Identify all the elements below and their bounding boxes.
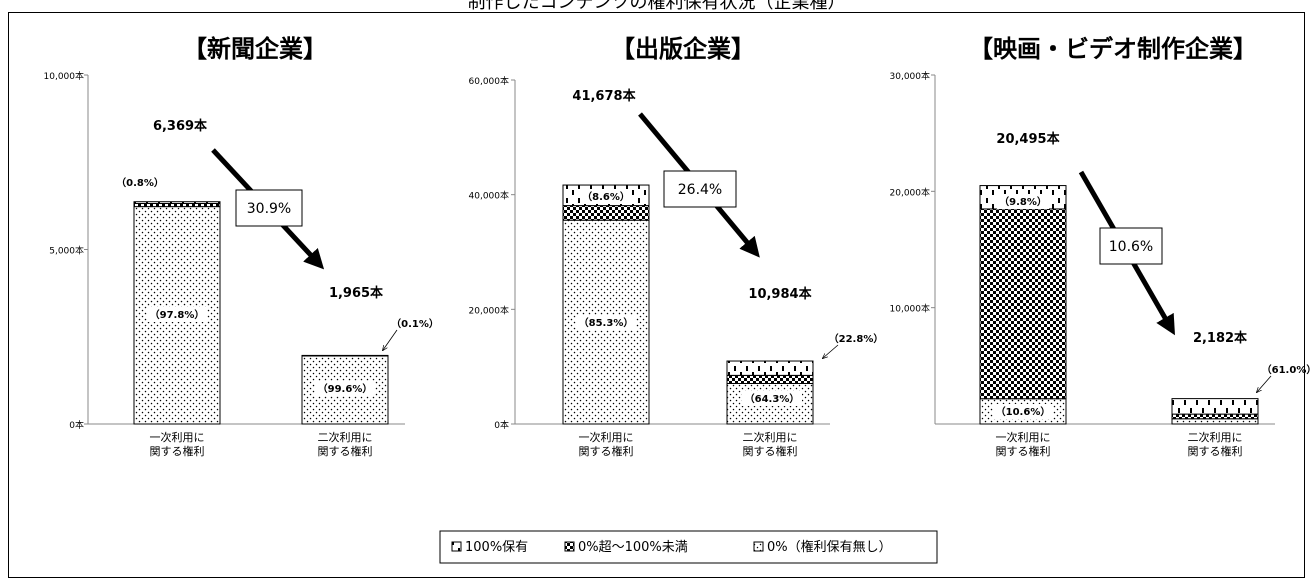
decline-box	[663, 170, 737, 208]
decline-label: 26.4%	[678, 182, 722, 198]
category-label: 一次利用に	[150, 430, 205, 444]
segment-label-bg	[576, 315, 636, 330]
chart-title: 【出版企業】	[611, 35, 755, 63]
category-label: 関する権利	[150, 444, 205, 458]
total-label: 20,495本	[996, 131, 1059, 147]
segment-label-bg	[114, 175, 166, 190]
legend-label: 100%保有	[465, 540, 528, 555]
category-label: 関する権利	[579, 444, 634, 458]
y-tick-label: 10,000本	[890, 303, 931, 315]
total-label: 10,984本	[748, 286, 811, 302]
legend-swatch-stripe	[451, 541, 462, 552]
category-label: 関する権利	[1188, 444, 1243, 458]
segment-label-bg	[147, 307, 207, 322]
category-label: 一次利用に	[996, 430, 1051, 444]
decline-label: 10.6%	[1109, 239, 1153, 255]
total-label: 6,369本	[153, 118, 207, 134]
segment-label-bg	[997, 194, 1049, 209]
chart-panel-2: 【出版企業】0本20,000本40,000本60,000本一次利用に関する権利4…	[469, 35, 884, 458]
segment-label: （61.0%）	[1262, 363, 1313, 376]
segment-label: （0.8%）	[116, 176, 164, 189]
label-leader-arrow	[1257, 375, 1272, 392]
bar-segment-dots	[1171, 418, 1259, 425]
category-label: 関する権利	[996, 444, 1051, 458]
category-label: 二次利用に	[743, 430, 798, 444]
segment-label: （22.8%）	[829, 332, 884, 345]
y-tick-label: 10,000本	[44, 70, 85, 82]
legend-swatch-checker	[564, 541, 575, 552]
segment-label-bg	[315, 381, 375, 396]
segment-label: （97.8%）	[150, 308, 205, 321]
segment-label: （8.6%）	[582, 190, 630, 203]
segment-label: （64.3%）	[745, 392, 800, 405]
chart-frame	[8, 12, 1305, 578]
y-tick-label: 20,000本	[890, 186, 931, 198]
category-label: 一次利用に	[579, 430, 634, 444]
segment-label: （99.6%）	[318, 382, 373, 395]
segment-label: （85.3%）	[579, 316, 634, 329]
legend-label: 0%（権利保有無し）	[767, 539, 892, 555]
decline-label: 30.9%	[247, 201, 291, 217]
bar-segment-checker	[979, 208, 1067, 400]
decline-box	[235, 189, 303, 227]
legend: 100%保有 0%超～100%未満 0%（権利保有無し）	[439, 530, 938, 564]
bar-segment-stripe	[726, 360, 814, 376]
y-tick-label: 60,000本	[469, 75, 510, 87]
label-leader-arrow	[823, 344, 839, 358]
legend-box	[439, 530, 938, 564]
segment-label: （10.6%）	[996, 405, 1051, 418]
figure-title: 制作したコンテンツの権利保有状況（企業種）	[467, 0, 846, 13]
category-label: 関する権利	[743, 444, 798, 458]
category-label: 関する権利	[318, 444, 373, 458]
segment-label-bg	[580, 189, 632, 204]
segment-label-bg	[742, 391, 802, 406]
total-label: 2,182本	[1193, 330, 1247, 346]
segment-label: （0.1%）	[391, 317, 439, 330]
label-leader-arrow	[383, 329, 398, 350]
total-label: 41,678本	[572, 88, 635, 104]
bar-segment-checker	[562, 205, 650, 221]
y-tick-label: 0本	[494, 419, 509, 431]
bar-segment-checker	[1171, 413, 1259, 420]
decline-box	[1099, 227, 1163, 265]
y-tick-label: 20,000本	[469, 304, 510, 316]
segment-label-bg	[993, 404, 1053, 419]
legend-label: 0%超～100%未満	[578, 540, 688, 555]
y-tick-label: 0本	[69, 419, 84, 431]
y-tick-label: 30,000本	[890, 70, 931, 82]
y-tick-label: 5,000本	[49, 245, 84, 257]
bar-segment-stripe	[301, 354, 389, 357]
chart-panel-3: 【映画・ビデオ制作企業】10,000本20,000本30,000本一次利用に関す…	[890, 35, 1313, 458]
segment-label: （9.8%）	[999, 195, 1047, 208]
chart-title: 【新聞企業】	[183, 35, 327, 63]
category-label: 二次利用に	[1188, 430, 1243, 444]
legend-swatch-dots	[753, 541, 764, 552]
bar-segment-stripe	[133, 201, 221, 205]
bar-segment-checker	[726, 374, 814, 385]
total-label: 1,965本	[329, 285, 383, 301]
chart-panel-1: 【新聞企業】0本5,000本10,000本一次利用に関する権利6,369本二次利…	[44, 35, 439, 458]
y-tick-label: 40,000本	[469, 190, 510, 202]
bar-segment-stripe	[1171, 398, 1259, 415]
chart-title: 【映画・ビデオ制作企業】	[969, 35, 1257, 63]
category-label: 二次利用に	[318, 430, 373, 444]
